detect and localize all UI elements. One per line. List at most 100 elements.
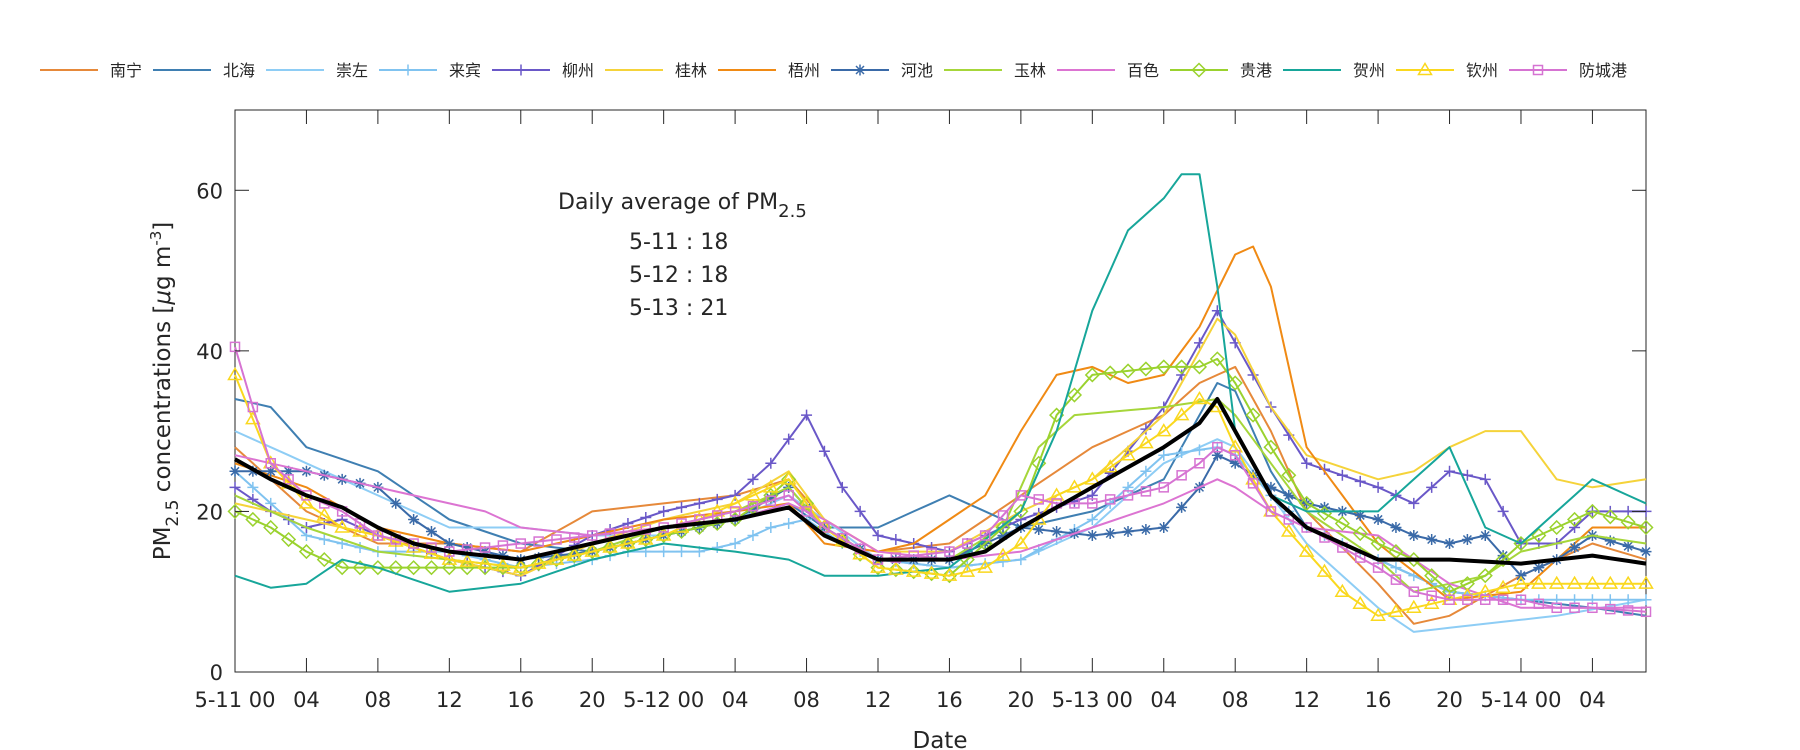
data-point-marker — [801, 409, 813, 421]
data-point-marker — [620, 535, 636, 549]
data-point-marker — [441, 560, 457, 576]
data-point-marker — [1390, 521, 1402, 533]
data-point-marker — [370, 560, 386, 576]
annotation-line-3: 5-13 : 21 — [629, 296, 728, 321]
data-point-marker — [1263, 439, 1279, 455]
data-point-marker — [229, 465, 241, 477]
data-point-marker — [1087, 498, 1098, 509]
data-point-marker — [1176, 501, 1188, 513]
axes: 0 20 40 60 5-11 00 04 08 12 16 20 5-12 00 04 08 12 16 2… — [194, 110, 1646, 712]
data-point-marker — [1548, 575, 1565, 589]
data-point-marker — [1352, 595, 1369, 610]
data-point-marker — [1049, 407, 1065, 423]
data-point-marker — [1051, 526, 1063, 537]
data-point-marker — [977, 559, 993, 573]
data-point-marker — [1158, 449, 1170, 461]
data-point-marker — [711, 493, 723, 505]
x-tick-label: 16 — [936, 688, 963, 712]
data-point-marker — [961, 546, 973, 558]
legend-label: 钦州 — [1466, 61, 1498, 80]
legend-entry: 贺州 — [1283, 61, 1385, 80]
data-point-marker — [801, 506, 812, 517]
data-point-marker — [1495, 552, 1511, 568]
data-point-marker — [566, 547, 583, 561]
data-point-marker — [283, 474, 294, 485]
data-point-marker — [1388, 603, 1404, 618]
data-point-marker — [1584, 575, 1601, 589]
legend-entry: 梧州 — [718, 61, 820, 80]
data-point-marker — [1497, 505, 1509, 517]
y-tick-label: 40 — [196, 340, 223, 364]
data-point-marker — [1569, 602, 1580, 614]
data-point-marker — [372, 530, 384, 541]
series-line — [234, 346, 1647, 613]
x-tick-label: 5-11 00 — [194, 688, 275, 712]
legend-label: 南宁 — [110, 61, 142, 80]
plot-area — [234, 109, 1647, 673]
data-point-marker — [245, 511, 261, 528]
data-point-marker — [1122, 526, 1134, 537]
data-point-marker — [1444, 538, 1456, 550]
legend-label: 河池 — [901, 61, 933, 80]
data-point-marker — [1587, 602, 1598, 614]
data-point-marker — [747, 500, 759, 512]
data-point-marker — [906, 564, 922, 580]
x-tick-label: 04 — [722, 688, 749, 712]
data-point-marker — [1247, 469, 1259, 481]
data-point-marker — [872, 530, 884, 542]
data-point-marker — [997, 530, 1009, 542]
data-point-marker — [1140, 465, 1152, 477]
data-point-marker — [1120, 447, 1136, 461]
data-point-marker — [1173, 407, 1190, 421]
data-point-marker — [836, 481, 848, 493]
series-line — [234, 173, 1647, 593]
legend-entry: 来宾 — [379, 61, 481, 80]
data-point-marker — [1086, 530, 1098, 542]
data-point-marker — [1104, 528, 1116, 540]
legend-label: 崇左 — [336, 61, 368, 80]
legend-entry: 钦州 — [1396, 61, 1498, 80]
data-point-marker — [229, 481, 241, 493]
data-point-marker — [1495, 579, 1511, 593]
data-point-marker — [1299, 495, 1315, 511]
data-point-marker — [586, 530, 598, 541]
data-point-marker — [658, 505, 670, 517]
data-point-marker — [1265, 481, 1277, 493]
legend-label: 百色 — [1127, 61, 1159, 80]
legend-label: 梧州 — [788, 61, 820, 80]
legend-marker — [515, 64, 527, 76]
legend-entry: 南宁 — [40, 61, 142, 80]
data-point-marker — [425, 526, 437, 537]
data-point-marker — [495, 557, 511, 571]
data-point-marker — [890, 552, 902, 563]
legend-entry: 河池 — [831, 61, 933, 80]
data-point-marker — [1640, 594, 1652, 606]
data-point-marker — [1497, 594, 1509, 605]
data-point-marker — [1370, 607, 1386, 622]
data-point-marker — [568, 548, 580, 560]
data-point-marker — [1461, 469, 1473, 481]
data-point-marker — [798, 495, 815, 509]
data-point-marker — [693, 497, 705, 509]
data-point-marker — [1280, 523, 1297, 537]
data-point-marker — [924, 566, 940, 582]
annotation-title: Daily average of PM2.5 — [558, 190, 807, 222]
data-point-marker — [1604, 594, 1616, 606]
data-point-marker — [1515, 594, 1527, 605]
data-point-marker — [1352, 525, 1368, 542]
data-point-marker — [1424, 568, 1440, 584]
data-point-marker — [655, 527, 672, 541]
data-point-marker — [1638, 519, 1654, 536]
data-point-marker — [1176, 470, 1187, 481]
data-point-marker — [1533, 598, 1545, 610]
data-point-marker — [780, 471, 797, 485]
data-point-marker — [1602, 575, 1619, 589]
data-point-marker — [1033, 494, 1044, 505]
data-point-marker — [1426, 534, 1438, 546]
data-point-marker — [1265, 506, 1277, 517]
x-tick-label: 08 — [1222, 688, 1249, 712]
x-tick-label: 08 — [365, 688, 392, 712]
legend-entry: 玉林 — [944, 61, 1046, 80]
data-point-marker — [962, 538, 973, 549]
data-point-marker — [1426, 481, 1438, 493]
